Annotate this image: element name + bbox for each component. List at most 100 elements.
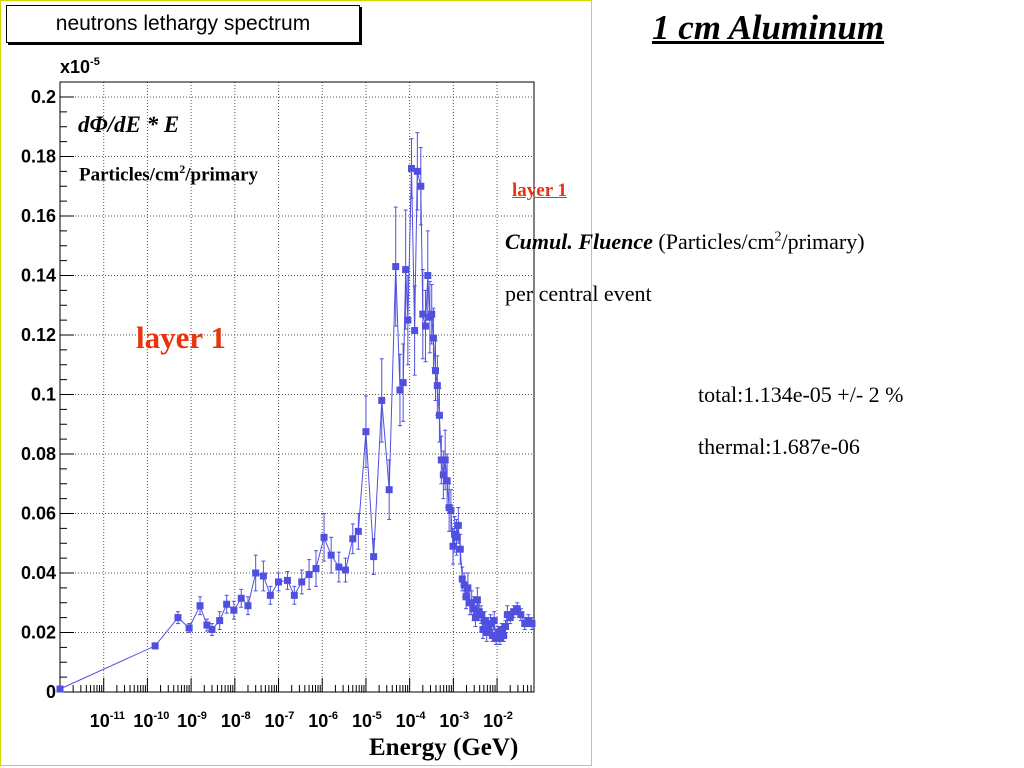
data-point [517,611,525,619]
data-point [421,322,429,330]
data-point [468,599,476,607]
data-point [506,614,514,622]
data-point [429,334,437,342]
data-point [488,631,496,639]
data-point [378,396,386,404]
layer-annotation: layer 1 [136,320,226,355]
data-point [500,631,508,639]
x-axis-label: Energy (GeV) [369,734,519,761]
data-point [441,456,449,464]
data-point [447,507,455,515]
data-point [431,367,439,375]
x-tick-label: 10-10 [133,710,169,731]
spectrum-chart: 0 0.02 0.04 0.06 0.08 0.1 0.12 0.14 0.16 0.18 0.2x… [21,56,536,731]
data-point [208,626,216,634]
data-point [411,327,419,335]
data-point [419,310,427,318]
data-point [252,569,260,577]
grid-layer [60,82,534,692]
data-point [524,617,532,625]
y-multiplier: x10-5 [60,56,100,77]
data-point [483,629,491,636]
data-point [481,617,489,625]
data-point [528,620,536,628]
data-point [424,272,432,279]
y-axis-formula: dΦ/dE * E [78,112,180,137]
y-tick-label: 0 [46,682,56,702]
data-point [513,605,521,613]
y-tick-label: 0.06 [21,504,56,524]
data-point [477,611,485,619]
x-tick-label: 10-7 [265,710,295,731]
data-point [449,542,457,550]
data-point [458,575,466,583]
data-point [392,263,400,271]
slide-title: 1 cm Aluminum [652,8,885,47]
series-layer [56,132,536,693]
data-point [456,545,464,553]
data-point [216,617,224,625]
data-point [435,411,443,419]
data-point [454,521,462,529]
data-point [396,386,404,394]
data-point [413,167,421,175]
data-point [433,382,441,390]
x-tick-label: 10-3 [439,710,469,731]
per-event-label: per central event [505,281,652,306]
data-point [151,642,159,650]
data-point [502,623,510,631]
x-tick-label: 10-11 [90,710,125,731]
plot-area [59,81,535,693]
x-tick-label: 10-4 [396,710,427,731]
data-point [298,578,306,586]
x-tick-label: 10-2 [483,710,513,731]
data-point [428,310,436,318]
x-tick-label: 10-6 [308,710,338,731]
data-point [266,591,274,599]
data-point [341,566,349,574]
thermal-fluence: thermal:1.687e-06 [698,434,860,459]
y-tick-label: 0.04 [21,563,56,583]
data-point [464,584,472,592]
data-point [417,182,425,190]
data-point [407,164,415,172]
plot-frame [0,0,592,766]
data-point [402,266,410,274]
x-tick-label: 10-8 [221,710,251,731]
y-tick-label: 0.16 [21,206,56,226]
data-point [490,617,498,625]
data-point [174,614,182,622]
data-point [349,535,357,543]
data-point [312,565,320,573]
y-tick-label: 0.08 [21,444,56,464]
y-tick-label: 0.02 [21,623,56,643]
y-tick-label: 0.2 [31,87,56,107]
chart-title: neutrons lethargy spectrum [6,5,360,43]
total-fluence: total:1.134e-05 +/- 2 % [698,382,904,407]
layer-link[interactable]: layer 1 [512,180,568,201]
data-point [370,553,378,561]
data-point [471,614,479,622]
data-point [404,316,412,324]
data-point [439,471,447,479]
x-tick-label: 10-9 [177,710,207,731]
data-point [521,620,529,628]
label-layer: 0 0.02 0.04 0.06 0.08 0.1 0.12 0.14 0.16 0.18 0.2x… [21,56,513,731]
data-point [362,428,370,436]
y-tick-label: 0.1 [31,385,56,405]
data-point [473,596,481,604]
data-point [283,576,291,584]
data-point [320,533,328,541]
fluence-label: Cumul. Fluence (Particles/cm2/primary) [505,229,865,254]
data-point [335,563,343,571]
x-tick-label: 10-5 [352,710,382,731]
data-point [203,621,211,629]
data-point [443,477,451,485]
data-point [327,551,335,559]
data-point [496,634,504,642]
data-point [275,578,283,586]
y-tick-label: 0.14 [21,266,56,286]
data-point [510,608,518,616]
data-point [56,685,64,693]
data-point [196,602,204,610]
